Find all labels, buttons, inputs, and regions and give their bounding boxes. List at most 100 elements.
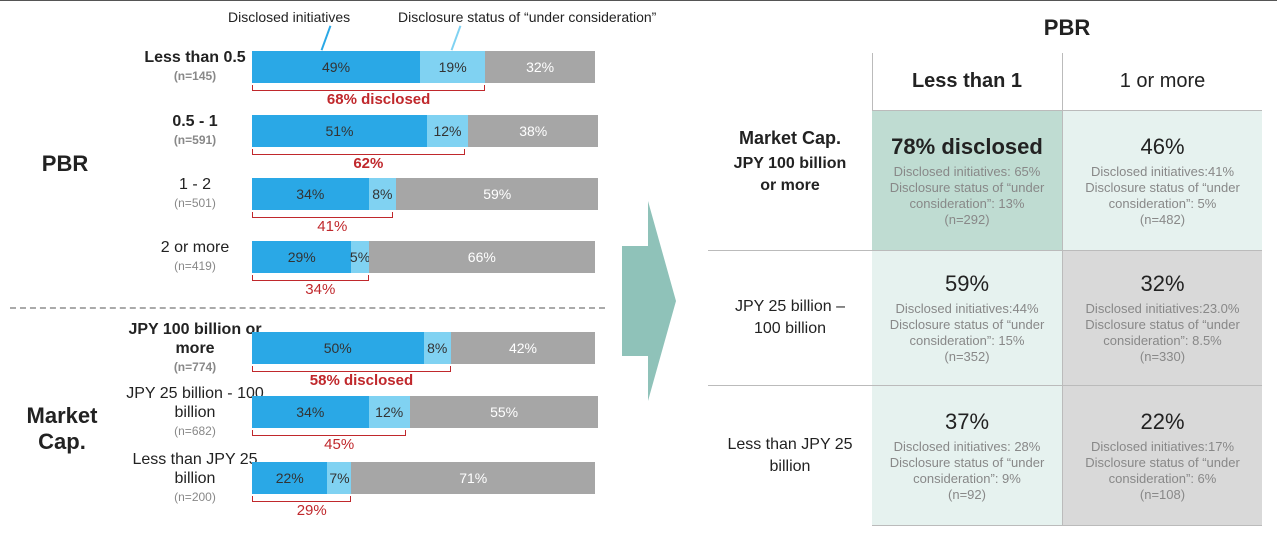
cell-detail: Disclosed initiatives:23.0% — [1085, 301, 1240, 316]
table-cell: 22% Disclosed initiatives:17% Disclosure s… — [1063, 386, 1262, 526]
total-label: 62% — [353, 155, 384, 172]
value-label: 49% — [322, 59, 351, 75]
row-header: Market Cap. JPY 100 billion or more — [708, 111, 872, 251]
cell-headline: 22% — [1140, 408, 1185, 434]
cell-detail: Disclosure status of “under consideratio… — [1085, 454, 1240, 486]
n-label: (n=774) — [173, 359, 217, 374]
cell-detail: Disclosure status of “under consideratio… — [1085, 179, 1240, 211]
value-label: 34% — [296, 404, 325, 420]
bar-segment: 8% — [368, 178, 397, 210]
value-label: 71% — [459, 470, 488, 486]
cell-headline: 46% — [1140, 133, 1185, 159]
table-title: PBR — [1043, 15, 1091, 40]
bar-segment: 71% — [351, 462, 595, 494]
cell-detail: (n=352) — [944, 349, 990, 364]
cell-headline: 32% — [1140, 271, 1185, 296]
value-label: 22% — [275, 470, 304, 486]
value-label: 42% — [508, 340, 537, 356]
legend-pointer — [450, 25, 462, 51]
category-label: 1 - 2 (n=501) — [120, 164, 270, 224]
value-label: 38% — [519, 123, 548, 139]
category-text: 2 or more — [160, 239, 230, 256]
category-text: 1 - 2 — [178, 176, 211, 193]
category-label: Less than JPY 25 billion (n=200) — [120, 448, 270, 508]
cell-detail: Disclosed initiatives:17% — [1090, 438, 1235, 454]
value-label: 12% — [375, 404, 404, 420]
bar-segment: 29% — [252, 241, 352, 273]
bar-segment: 8% — [423, 332, 451, 364]
bar-segment: 55% — [409, 396, 599, 428]
bar-segment: 7% — [327, 462, 352, 494]
category-text: 0.5 - 1 — [172, 113, 218, 130]
value-label: 7% — [329, 470, 350, 486]
category-label: 2 or more (n=419) — [120, 227, 270, 287]
value-label: 59% — [483, 186, 512, 202]
row-label: JPY 25 billion – 100 billion — [735, 298, 845, 337]
total-bracket — [252, 496, 352, 502]
category-text: Less than JPY 25 billion — [132, 450, 258, 487]
category-text: Less than 0.5 — [144, 49, 246, 66]
bar-segment: 12% — [368, 396, 410, 428]
cell-detail: (n=92) — [948, 486, 986, 502]
arrow — [622, 201, 676, 401]
cell-headline: 37% — [944, 408, 990, 434]
bar-segment: 42% — [450, 332, 595, 364]
cell-detail: Disclosure status of “under consideratio… — [1085, 317, 1240, 348]
total-bracket — [252, 430, 407, 436]
cell-headline: 78% disclosed — [891, 133, 1043, 159]
cell-detail: Disclosure status of “under consideratio… — [889, 454, 1045, 486]
value-label: 66% — [467, 249, 496, 265]
value-label: 19% — [438, 59, 467, 75]
category-label: Less than 0.5 (n=145) — [120, 37, 270, 97]
category-text: JPY 25 billion - 100 billion — [126, 384, 264, 421]
category-label: 0.5 - 1 (n=591) — [120, 101, 270, 161]
column-header: Less than 1 — [872, 53, 1063, 111]
legend-label: Disclosed initiatives — [228, 9, 351, 25]
cell-detail: (n=330) — [1139, 349, 1186, 364]
value-label: 34% — [296, 186, 325, 202]
total-bracket — [252, 212, 393, 218]
bar-segment: 38% — [468, 115, 599, 147]
value-label: 8% — [372, 186, 393, 202]
cell-headline: 59% — [944, 271, 990, 296]
divider — [10, 307, 605, 309]
total-bracket — [252, 275, 369, 281]
value-label: 29% — [287, 249, 316, 265]
bar-segment: 5% — [349, 241, 371, 273]
row-header: JPY 25 billion – 100 billion — [708, 251, 872, 386]
value-label: 55% — [490, 404, 519, 420]
group-label: Market Cap. — [26, 403, 98, 454]
cell-detail: (n=482) — [1139, 211, 1186, 227]
category-text: JPY 100 billion or more — [128, 320, 262, 357]
cell-detail: (n=108) — [1139, 486, 1186, 502]
group-label: PBR — [41, 151, 89, 176]
bar-segment: 66% — [368, 241, 595, 273]
total-label: 29% — [296, 502, 327, 519]
table-cell: 59% Disclosed initiatives:44% Disclosure s… — [872, 251, 1063, 386]
n-label: (n=200) — [174, 489, 216, 504]
cell-detail: Disclosed initiatives:44% — [895, 301, 1039, 316]
total-label: 58% disclosed — [309, 372, 414, 389]
row-group: Market Cap. — [738, 128, 842, 148]
cell-detail: Disclosure status of “under consideratio… — [889, 179, 1045, 211]
n-label: (n=145) — [173, 69, 217, 83]
total-label: 45% — [324, 436, 355, 453]
n-label: (n=501) — [174, 196, 216, 210]
total-label: 34% — [305, 281, 336, 298]
column-header: 1 or more — [1063, 53, 1262, 111]
value-label: 50% — [323, 340, 352, 356]
value-label: 5% — [349, 249, 371, 265]
bar-segment: 32% — [485, 51, 595, 83]
value-label: 12% — [433, 123, 462, 139]
row-header: Less than JPY 25 billion — [708, 386, 872, 526]
bar-segment: 59% — [396, 178, 599, 210]
bar-segment: 22% — [252, 462, 328, 494]
table-cell: 32% Disclosed initiatives:23.0% Disclosure… — [1063, 251, 1262, 386]
value-label: 51% — [325, 123, 354, 139]
cell-detail: Disclosed initiatives: 28% — [893, 438, 1041, 454]
bar-segment: 50% — [252, 332, 424, 364]
value-label: 32% — [526, 59, 555, 75]
row-label: JPY 100 billion or more — [733, 155, 847, 194]
legend-label: Disclosure status of “under consideratio… — [398, 9, 657, 25]
total-bracket — [252, 149, 465, 155]
